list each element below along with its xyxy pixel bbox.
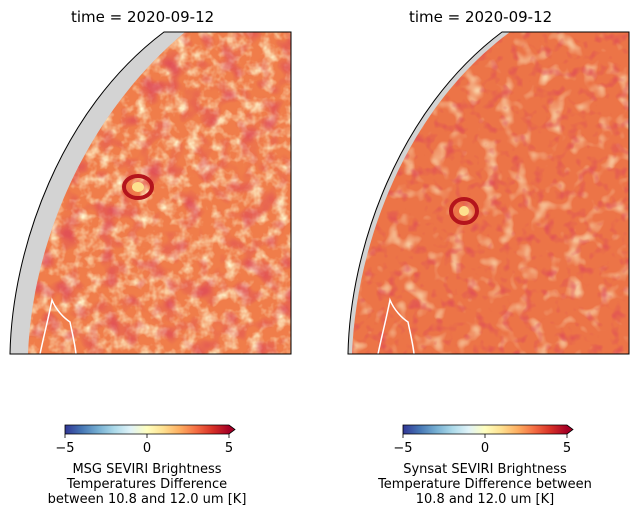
right-colorbar-tick-label: 5 <box>563 441 571 456</box>
left-colorbar-label-line: Temperatures Difference <box>66 477 228 492</box>
right-panel-title: time = 2020-09-12 <box>409 8 553 26</box>
right-colorbar-tick-label: −5 <box>393 441 412 456</box>
right-storm-core <box>459 206 469 216</box>
right-coastline <box>377 297 415 354</box>
right-colorbar-extend-arrow <box>567 425 573 434</box>
left-colorbar-extend-arrow <box>229 425 235 434</box>
right-storm-eye <box>449 197 479 225</box>
left-panel-title: time = 2020-09-12 <box>71 8 215 26</box>
left-storm-core <box>132 182 144 192</box>
left-coastline <box>39 297 77 354</box>
left-colorbar-outline <box>64 424 236 435</box>
left-colorbar-label-line: MSG SEVIRI Brightness <box>72 462 222 477</box>
right-colorbar-tick-label: 0 <box>481 441 489 456</box>
right-colorbar-outline <box>402 424 574 435</box>
left-map-panel <box>9 31 292 355</box>
right-colorbar-ticks: −5 0 5 <box>393 434 571 456</box>
left-colorbar-tick-label: 5 <box>225 441 233 456</box>
right-colorbar: −5 0 5 <box>393 424 574 456</box>
left-colorbar-ticks: −5 0 5 <box>55 434 233 456</box>
right-colorbar-label-line: Synsat SEVIRI Brightness <box>403 462 567 477</box>
left-map-frame <box>9 31 292 355</box>
right-colorbar-label-line: Temperature Difference between <box>378 477 592 492</box>
right-colorbar-gradient <box>403 425 567 434</box>
left-colorbar-label-line: between 10.8 and 12.0 um [K] <box>47 492 247 507</box>
left-colorbar-gradient <box>65 425 229 434</box>
left-colorbar-label: MSG SEVIRI Brightness Temperatures Diffe… <box>27 462 267 507</box>
left-colorbar: −5 0 5 <box>55 424 236 456</box>
left-storm-eye <box>122 174 154 200</box>
right-map-panel <box>347 31 630 355</box>
right-colorbar-label: Synsat SEVIRI Brightness Temperature Dif… <box>365 462 605 507</box>
right-colorbar-label-line: 10.8 and 12.0 um [K] <box>415 492 555 507</box>
left-colorbar-tick-label: −5 <box>55 441 74 456</box>
right-hot-patches <box>352 32 629 354</box>
left-colorbar-tick-label: 0 <box>143 441 151 456</box>
right-map-frame <box>347 31 630 355</box>
